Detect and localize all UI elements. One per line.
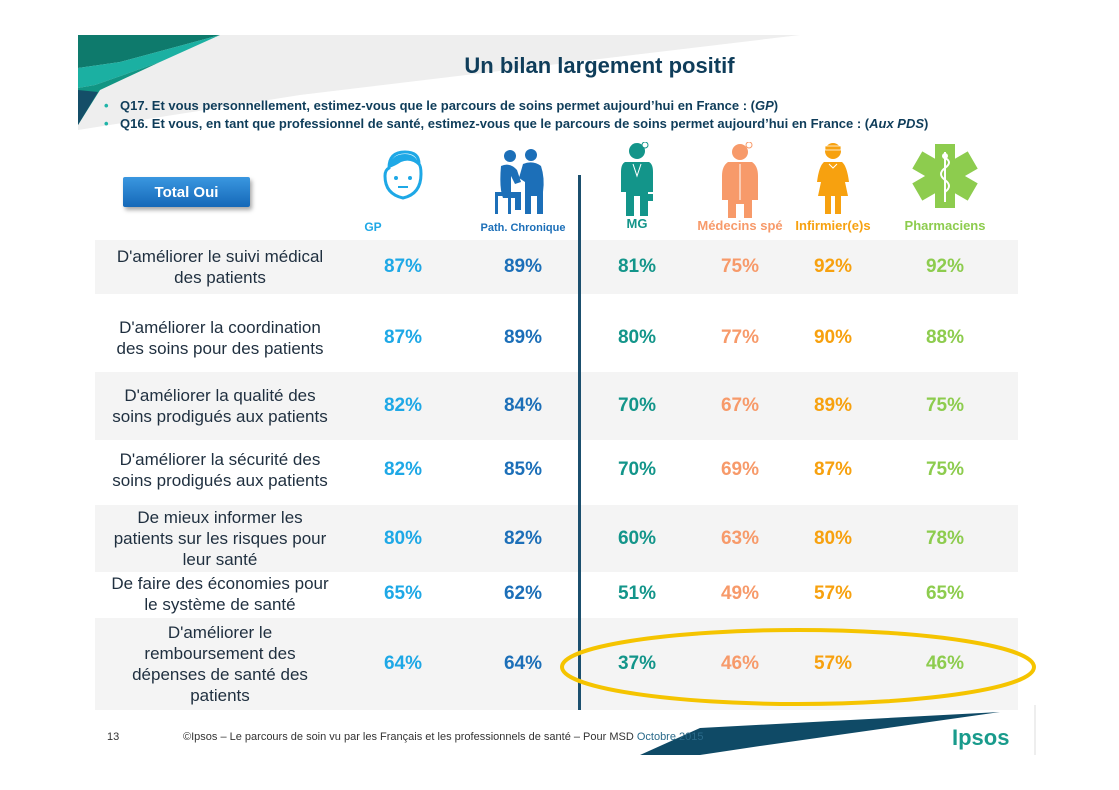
row-label: D'améliorer la coordination des soins pou…	[116, 318, 324, 358]
value-pc: 82%	[503, 527, 543, 549]
question-q16: • Q16. Et vous, en tant que professionne…	[104, 116, 929, 131]
value-gp: 87%	[383, 256, 423, 277]
value-inf: 57%	[813, 583, 853, 604]
total-oui-badge: Total Oui	[123, 177, 250, 207]
column-icon-ph	[900, 142, 990, 215]
footer-decoration	[640, 705, 1036, 755]
doctor-icon	[620, 141, 654, 222]
column-icon-inf	[788, 142, 878, 221]
value-ph: 75%	[925, 459, 965, 480]
column-header-ph: Pharmaciens	[904, 218, 986, 233]
value-gp: 82%	[383, 395, 423, 416]
value-pc: 64%	[503, 653, 543, 674]
footer-copyright: ©Ipsos – Le parcours de soin vu par les …	[183, 731, 704, 743]
column-header-pc: Path. Chronique	[480, 222, 566, 234]
row-background	[95, 372, 1018, 440]
header-decoration	[78, 35, 800, 130]
value-ph: 92%	[925, 256, 965, 277]
value-pc: 84%	[503, 395, 543, 416]
value-pc: 62%	[503, 583, 543, 604]
nurse-icon	[815, 143, 851, 220]
column-icon-gp	[358, 148, 448, 211]
value-ph: 46%	[925, 653, 965, 674]
value-ph: 65%	[925, 583, 965, 604]
value-pc: 85%	[503, 459, 543, 480]
value-inf: 80%	[813, 527, 853, 549]
question-list: • Q17. Et vous personnellement, estimez-…	[104, 97, 1004, 133]
boy-face-icon	[381, 150, 425, 210]
page-number: 13	[107, 731, 120, 743]
value-ph: 88%	[925, 327, 965, 348]
column-header-inf: Infirmier(e)s	[795, 218, 871, 233]
value-mg: 80%	[617, 327, 657, 348]
value-inf: 90%	[813, 327, 853, 348]
value-mg: 51%	[617, 583, 657, 604]
row-label: De faire des économies pour le système de…	[111, 574, 329, 614]
value-ph: 75%	[925, 395, 965, 416]
caduceus-star-icon	[911, 144, 979, 214]
value-inf: 87%	[813, 459, 853, 480]
value-inf: 57%	[813, 653, 853, 674]
value-inf: 89%	[813, 395, 853, 416]
column-icon-pc	[478, 148, 568, 223]
specialist-icon	[720, 141, 760, 224]
value-ms: 63%	[720, 527, 760, 549]
row-label: D'améliorer la sécurité des soins prodigu…	[112, 450, 328, 490]
value-ph: 78%	[925, 527, 965, 549]
row-label: D'améliorer la qualité des soins prodigué…	[112, 386, 328, 426]
question-q17: • Q17. Et vous personnellement, estimez-…	[104, 98, 779, 113]
column-icon-ms	[695, 141, 785, 225]
bullet-icon: •	[104, 116, 109, 131]
column-header-mg: MG	[626, 216, 648, 231]
value-ms: 49%	[720, 583, 760, 604]
value-mg: 37%	[617, 653, 657, 674]
value-ms: 75%	[720, 256, 760, 277]
value-mg: 60%	[617, 527, 657, 549]
row-label: D'améliorer le suivi médical des patients	[116, 247, 324, 287]
value-ms: 67%	[720, 395, 760, 416]
value-gp: 87%	[383, 327, 423, 348]
column-icon-mg	[592, 141, 682, 223]
value-gp: 64%	[383, 653, 423, 674]
value-pc: 89%	[503, 327, 543, 348]
ipsos-logo: Ipsos	[952, 725, 1010, 750]
slide-title: Un bilan largement positif	[464, 53, 735, 78]
bullet-icon: •	[104, 98, 109, 113]
row-background	[95, 240, 1018, 294]
highlight-ellipse	[560, 628, 1036, 706]
value-ms: 46%	[720, 653, 760, 674]
column-header-gp: GP	[364, 220, 382, 234]
value-pc: 89%	[503, 256, 543, 277]
value-mg: 81%	[617, 256, 657, 277]
column-header-ms: Médecins spé	[697, 218, 783, 233]
value-ms: 77%	[720, 327, 760, 348]
footer-date: Octobre 2015	[633, 731, 704, 743]
row-background	[95, 505, 1018, 572]
value-gp: 65%	[383, 583, 423, 604]
value-gp: 82%	[383, 459, 423, 480]
value-inf: 92%	[813, 256, 853, 277]
row-label: D'améliorer le remboursement des dépenses …	[132, 623, 308, 705]
value-ms: 69%	[720, 459, 760, 480]
value-gp: 80%	[383, 527, 423, 549]
value-mg: 70%	[617, 395, 657, 416]
gp-pds-divider	[578, 175, 581, 710]
row-label: De mieux informer les patients sur les ri…	[113, 508, 327, 569]
value-mg: 70%	[617, 459, 657, 480]
patient-doctor-icon	[493, 149, 553, 222]
